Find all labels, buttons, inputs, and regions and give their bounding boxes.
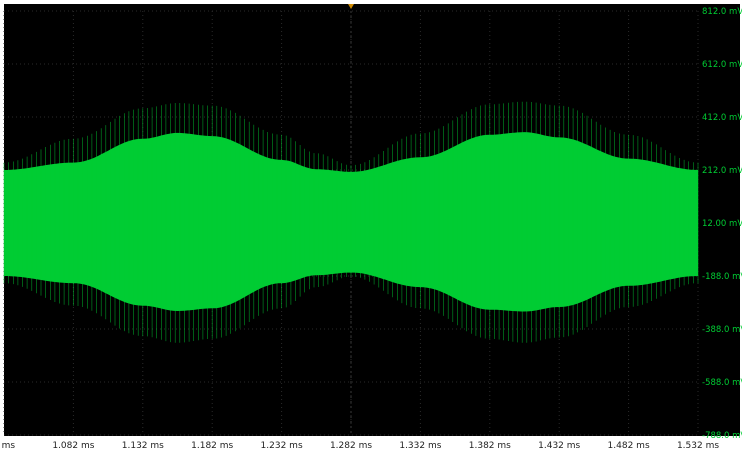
y-tick-label: 412.0 mV	[702, 113, 742, 123]
x-tick-label: 1.382 ms	[469, 441, 511, 451]
y-axis-labels: 812.0 mV 612.0 mV 412.0 mV 212.0 mV 12.00 mV…	[702, 7, 742, 441]
x-axis-labels: 2 ms 1.082 ms 1.132 ms 1.182 ms 1.232 ms 1.28…	[0, 441, 719, 451]
x-tick-label: 1.482 ms	[608, 441, 650, 451]
trigger-marker-icon[interactable]	[348, 4, 354, 9]
x-tick-label: 1.082 ms	[52, 441, 94, 451]
x-tick-label: 1.132 ms	[122, 441, 164, 451]
y-tick-label: -188.0 mV	[702, 272, 742, 282]
waveform-trace	[3, 101, 699, 343]
y-tick-label: 812.0 mV	[702, 7, 742, 17]
x-tick-label: 1.232 ms	[261, 441, 303, 451]
y-tick-label: 212.0 mV	[702, 166, 742, 176]
y-tick-label: -388.0 mV	[702, 325, 742, 335]
x-tick-label: 1.532 ms	[677, 441, 719, 451]
y-tick-label: 12.00 mV	[702, 219, 742, 229]
x-tick-label: 1.332 ms	[399, 441, 441, 451]
x-tick-label: 2 ms	[0, 441, 15, 451]
y-tick-label: -788.0 mV	[702, 431, 742, 441]
y-tick-label: -588.0 mV	[702, 378, 742, 388]
y-tick-label: 612.0 mV	[702, 60, 742, 70]
x-tick-label: 1.182 ms	[191, 441, 233, 451]
x-tick-label: 1.282 ms	[330, 441, 372, 451]
x-tick-label: 1.432 ms	[538, 441, 580, 451]
